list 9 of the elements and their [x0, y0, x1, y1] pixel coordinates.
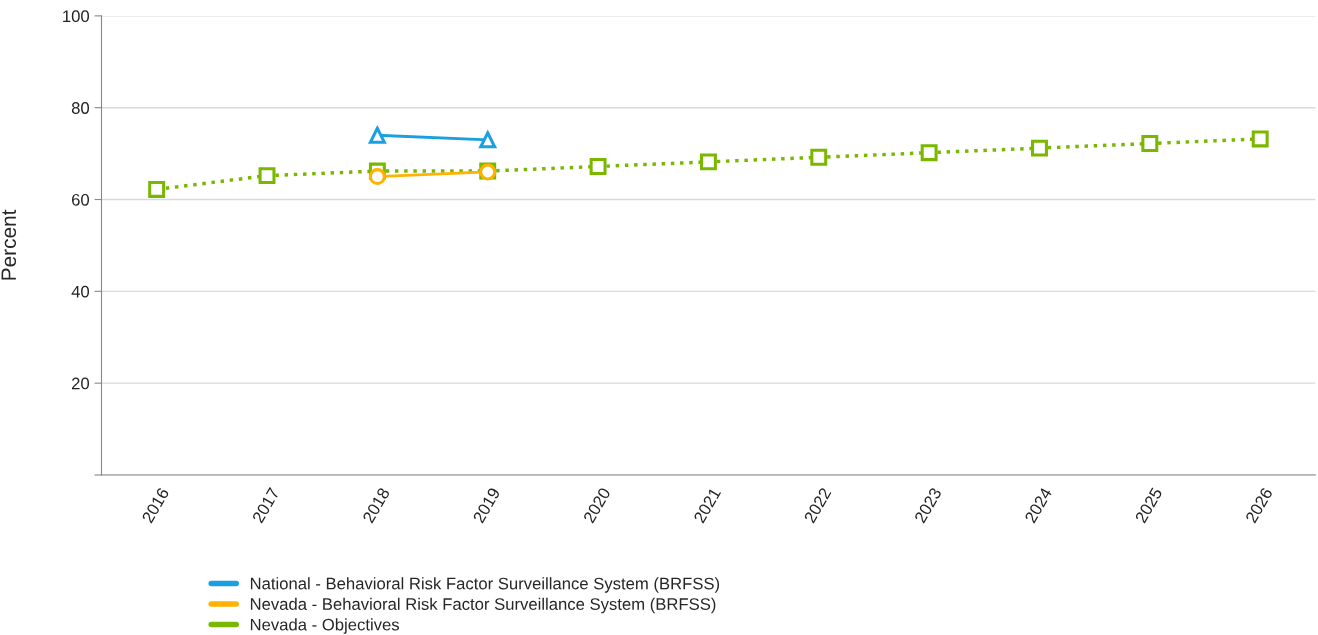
y-axis-title: Percent	[1, 209, 17, 280]
legend-label: Nevada - Behavioral Risk Factor Surveillance System (BRFSS)	[250, 597, 716, 614]
y-tick-label: 100	[63, 10, 90, 23]
legend-label: Nevada - Objectives	[250, 618, 400, 634]
y-tick-label: 20	[71, 377, 90, 390]
legend-label: National - Behavioral Risk Factor Surveillance System (BRFSS)	[250, 577, 720, 593]
y-tick-label: 80	[71, 102, 90, 114]
y-tick-label: 40	[71, 285, 90, 298]
y-tick-label: 60	[71, 193, 90, 206]
